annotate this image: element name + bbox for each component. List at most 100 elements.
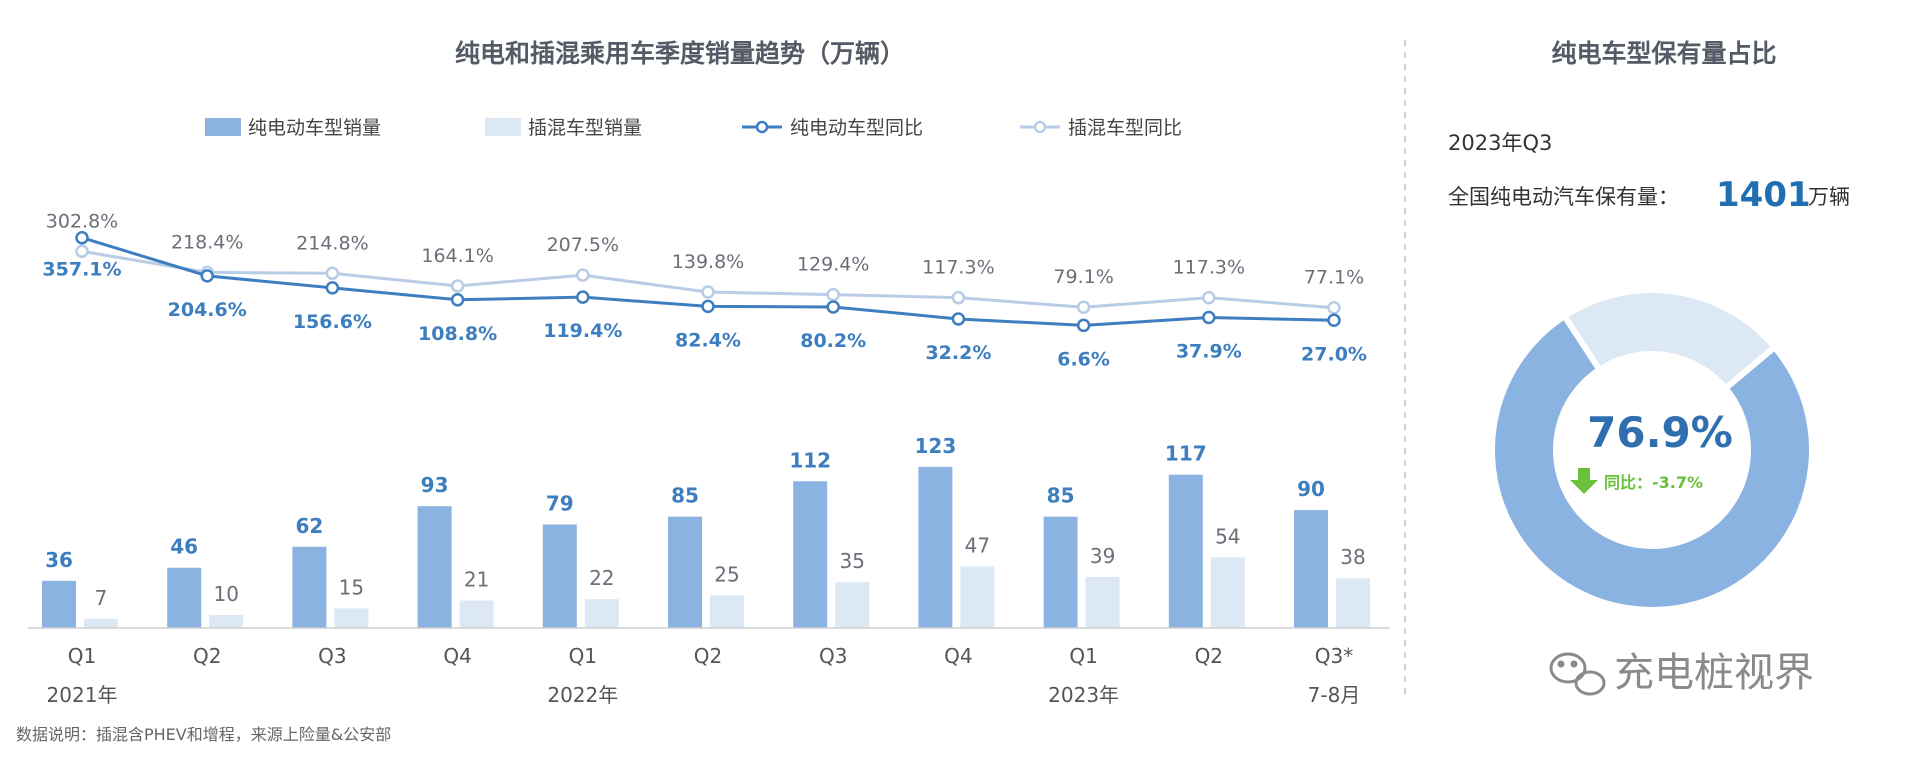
x-axis-year-labels: 2021年 2022年 2023年 7-8月 bbox=[47, 683, 1361, 707]
label-phev-yoy-2: 214.8% bbox=[296, 232, 368, 254]
bar-bev-7 bbox=[918, 466, 953, 628]
donut-other-slice bbox=[1560, 287, 1779, 393]
label-bev-yoy-5: 82.4% bbox=[675, 329, 741, 351]
legend-bev-yoy-marker bbox=[755, 120, 769, 134]
label-bev-yoy-4: 119.4% bbox=[543, 320, 622, 342]
label-phev-yoy-10: 77.1% bbox=[1304, 267, 1364, 289]
bar-phev-label-1: 10 bbox=[213, 582, 238, 606]
point-phev-yoy-2 bbox=[325, 266, 340, 281]
point-bev-yoy-7 bbox=[951, 312, 966, 326]
point-bev-yoy-1 bbox=[200, 269, 214, 283]
x-axis-ticks: Q1 Q2 Q3 Q4 Q1 Q2 Q3 Q4 Q1 Q2 Q3* bbox=[68, 644, 1353, 668]
bar-phev-3 bbox=[459, 600, 494, 628]
label-phev-yoy-0: 302.8% bbox=[46, 210, 118, 232]
bar-phev-9 bbox=[1210, 557, 1245, 628]
legend-phev-yoy-label: 插混车型同比 bbox=[1068, 117, 1182, 139]
bar-phev-6 bbox=[835, 582, 870, 628]
bar-phev-8 bbox=[1085, 576, 1120, 628]
bar-bev-8 bbox=[1043, 516, 1078, 628]
point-bev-yoy-9 bbox=[1202, 310, 1216, 325]
bar-bev-label-7: 123 bbox=[915, 434, 957, 458]
bar-bev-10 bbox=[1294, 510, 1328, 628]
bar-series: 36 7 46 10 62 15 93 21 79 22 85 25 112 35 123 47 85 39 117… bbox=[42, 434, 1370, 628]
bar-phev-label-9: 54 bbox=[1215, 524, 1240, 548]
point-bev-yoy-2 bbox=[325, 281, 340, 295]
bar-bev-label-8: 85 bbox=[1047, 484, 1075, 508]
donut-share-label: 76.9% bbox=[1587, 408, 1733, 457]
label-bev-yoy-6: 80.2% bbox=[800, 330, 866, 352]
bar-phev-4 bbox=[584, 599, 619, 628]
point-phev-yoy-0 bbox=[75, 244, 89, 259]
yoy-lines: 302.8% 218.4% 214.8% 164.1% 207.5% 139.8% 129.… bbox=[42, 210, 1367, 370]
bar-phev-label-8: 39 bbox=[1090, 544, 1115, 568]
bar-phev-1 bbox=[209, 614, 244, 628]
bar-bev-0 bbox=[42, 580, 76, 628]
bar-phev-label-5: 25 bbox=[714, 562, 739, 586]
bar-bev-1 bbox=[167, 567, 202, 628]
bar-phev-2 bbox=[334, 608, 369, 628]
bar-phev-label-6: 35 bbox=[839, 549, 864, 573]
data-note: 数据说明：插混含PHEV和增程，来源上险量&公安部 bbox=[16, 725, 391, 744]
x-tick-label-0: Q1 bbox=[68, 644, 96, 668]
point-bev-yoy-8 bbox=[1076, 318, 1091, 333]
point-bev-yoy-5 bbox=[701, 299, 715, 314]
bar-bev-label-10: 90 bbox=[1297, 477, 1325, 501]
bar-phev-5 bbox=[710, 595, 744, 628]
bar-phev-label-4: 22 bbox=[589, 566, 614, 590]
x-tick-label-1: Q2 bbox=[193, 644, 221, 668]
stock-unit: 万辆 bbox=[1808, 185, 1850, 209]
point-phev-yoy-4 bbox=[576, 268, 590, 282]
brand-name: 充电桩视界 bbox=[1614, 650, 1814, 696]
label-bev-yoy-1: 204.6% bbox=[168, 299, 247, 321]
label-bev-yoy-3: 108.8% bbox=[418, 323, 497, 345]
label-bev-yoy-9: 37.9% bbox=[1176, 341, 1242, 363]
legend-phev-sales-label: 插混车型销量 bbox=[528, 117, 642, 139]
label-phev-yoy-1: 218.4% bbox=[171, 231, 243, 253]
right-panel: 纯电车型保有量占比 2023年Q3 全国纯电动汽车保有量： 1401 万辆 76… bbox=[1448, 39, 1850, 613]
bar-phev-0 bbox=[84, 618, 118, 628]
point-phev-yoy-10 bbox=[1327, 300, 1341, 315]
year-label-1: 2022年 bbox=[547, 683, 618, 707]
point-phev-yoy-9 bbox=[1202, 290, 1216, 305]
bar-bev-label-6: 112 bbox=[789, 448, 831, 472]
wechat-icon bbox=[1549, 652, 1606, 696]
donut-bev-slice bbox=[1489, 311, 1815, 613]
x-tick-label-5: Q2 bbox=[694, 644, 722, 668]
bar-bev-5 bbox=[668, 516, 702, 628]
stock-value: 1401 bbox=[1716, 175, 1811, 215]
bar-bev-2 bbox=[292, 546, 327, 628]
year-label-0: 2021年 bbox=[47, 683, 118, 707]
bar-bev-label-4: 79 bbox=[546, 492, 574, 516]
label-phev-yoy-5: 139.8% bbox=[672, 251, 744, 273]
x-tick-label-7: Q4 bbox=[944, 644, 972, 668]
bar-phev-label-2: 15 bbox=[339, 575, 364, 599]
bar-bev-4 bbox=[542, 524, 577, 628]
label-phev-yoy-8: 79.1% bbox=[1053, 266, 1113, 288]
label-phev-yoy-4: 207.5% bbox=[547, 234, 619, 256]
point-bev-yoy-4 bbox=[576, 290, 590, 304]
bar-phev-7 bbox=[960, 566, 995, 628]
x-tick-label-9: Q2 bbox=[1195, 644, 1223, 668]
label-bev-yoy-2: 156.6% bbox=[293, 311, 372, 333]
bar-bev-9 bbox=[1168, 474, 1203, 628]
point-phev-yoy-6 bbox=[826, 287, 840, 302]
point-bev-yoy-6 bbox=[826, 300, 840, 314]
bar-bev-6 bbox=[793, 481, 828, 628]
brand-mark: 充电桩视界 bbox=[1549, 650, 1814, 696]
point-phev-yoy-7 bbox=[951, 290, 966, 305]
label-bev-yoy-8: 6.6% bbox=[1057, 348, 1110, 370]
bar-bev-label-2: 62 bbox=[295, 514, 323, 538]
x-tick-label-2: Q3 bbox=[318, 644, 346, 668]
legend-bev-sales-swatch bbox=[205, 118, 241, 136]
legend: 纯电动车型销量 插混车型销量 纯电动车型同比 插混车型同比 bbox=[205, 117, 1182, 139]
stock-label: 全国纯电动汽车保有量： bbox=[1448, 185, 1679, 209]
point-phev-yoy-3 bbox=[450, 279, 465, 293]
x-tick-label-3: Q4 bbox=[443, 644, 471, 668]
bar-phev-label-0: 7 bbox=[95, 586, 108, 610]
label-bev-yoy-10: 27.0% bbox=[1301, 343, 1367, 365]
year-label-2: 2023年 bbox=[1048, 683, 1119, 707]
donut-yoy-label: 同比：-3.7% bbox=[1604, 473, 1703, 492]
point-phev-yoy-5 bbox=[701, 285, 715, 299]
label-phev-yoy-3: 164.1% bbox=[421, 245, 493, 267]
